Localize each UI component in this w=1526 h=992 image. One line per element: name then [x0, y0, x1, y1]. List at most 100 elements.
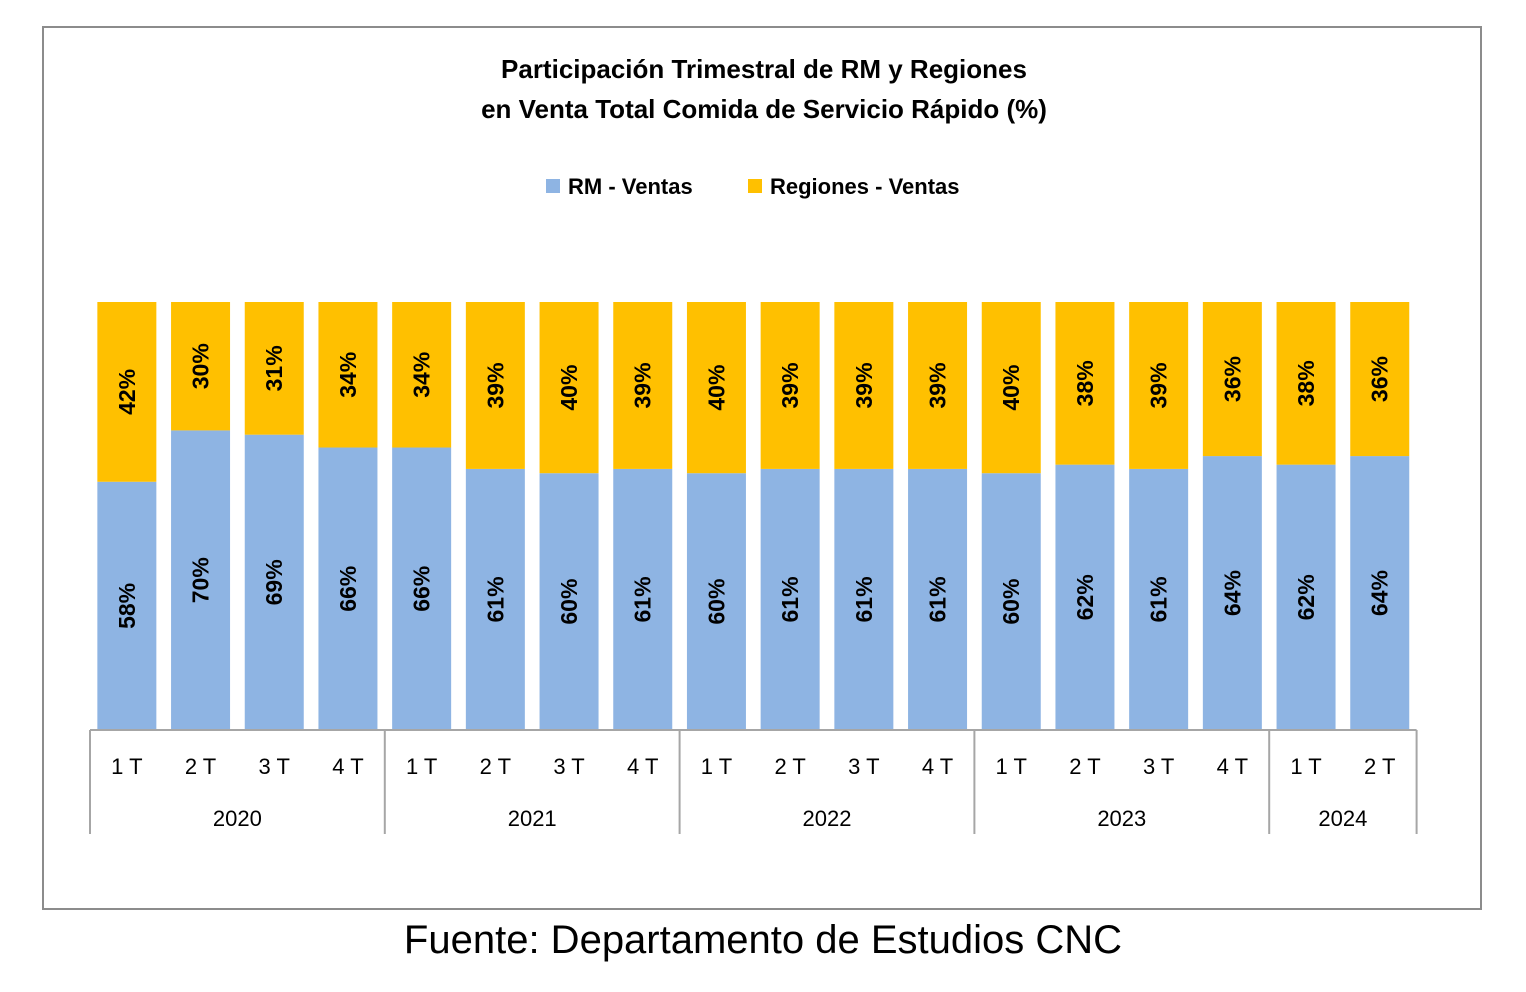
- bar-segment: [981, 302, 1041, 474]
- bar-segment: [834, 302, 894, 469]
- bar-segment: [686, 473, 746, 730]
- data-label: 66%: [335, 566, 361, 612]
- data-label: 61%: [1146, 576, 1172, 622]
- legend-label-1: Regiones - Ventas: [770, 174, 960, 199]
- bar-segment: [1202, 456, 1262, 730]
- bar-segment: [834, 468, 894, 730]
- data-label: 39%: [630, 362, 656, 408]
- bar-segment: [686, 302, 746, 474]
- quarter-tick-label: 4 T: [627, 754, 658, 779]
- quarter-tick-label: 3 T: [259, 754, 290, 779]
- bar-segment: [760, 302, 820, 469]
- data-label: 39%: [777, 362, 803, 408]
- legend-label-0: RM - Ventas: [568, 174, 693, 199]
- bar-segment: [1129, 468, 1189, 730]
- bar-segment: [1055, 464, 1115, 730]
- quarter-tick-label: 2 T: [480, 754, 511, 779]
- bar-segment: [539, 302, 599, 474]
- quarter-tick-label: 2 T: [185, 754, 216, 779]
- bar-segment: [318, 447, 378, 730]
- data-label: 40%: [998, 365, 1024, 411]
- quarter-tick-label: 3 T: [848, 754, 879, 779]
- bar-segment: [981, 473, 1041, 730]
- quarter-tick-label: 1 T: [1290, 754, 1321, 779]
- bar-segment: [908, 302, 968, 469]
- quarter-tick-label: 2 T: [1364, 754, 1395, 779]
- data-label: 58%: [114, 583, 140, 629]
- year-group-label: 2022: [803, 806, 852, 831]
- bar-segment: [97, 302, 157, 482]
- data-label: 40%: [703, 365, 729, 411]
- data-label: 64%: [1367, 570, 1393, 616]
- bar-segment: [613, 468, 673, 730]
- year-group-label: 2021: [508, 806, 557, 831]
- data-label: 36%: [1219, 356, 1245, 402]
- quarter-tick-label: 1 T: [996, 754, 1027, 779]
- chart-frame: Participación Trimestral de RM y Regione…: [42, 26, 1482, 910]
- data-label: 34%: [335, 352, 361, 398]
- bar-segment: [1202, 302, 1262, 457]
- data-label: 40%: [556, 365, 582, 411]
- data-label: 69%: [261, 559, 287, 605]
- data-label: 64%: [1219, 570, 1245, 616]
- bar-segment: [97, 481, 157, 730]
- data-label: 39%: [482, 362, 508, 408]
- bar-segment: [171, 430, 231, 730]
- data-label: 61%: [630, 576, 656, 622]
- quarter-tick-label: 4 T: [332, 754, 363, 779]
- bar-segment: [392, 302, 452, 448]
- quarter-tick-label: 2 T: [774, 754, 805, 779]
- bar-segment: [1276, 464, 1336, 730]
- chart-subtitle: en Venta Total Comida de Servicio Rápido…: [481, 94, 1047, 124]
- quarter-tick-label: 4 T: [922, 754, 953, 779]
- data-label: 30%: [188, 343, 214, 389]
- source-note: Fuente: Departamento de Estudios CNC: [403, 918, 1123, 962]
- bar-segment: [760, 468, 820, 730]
- data-label: 36%: [1367, 356, 1393, 402]
- data-label: 66%: [409, 566, 435, 612]
- data-label: 62%: [1072, 574, 1098, 620]
- quarter-tick-label: 3 T: [553, 754, 584, 779]
- bar-segment: [1129, 302, 1189, 469]
- legend-swatch-1: [748, 179, 762, 193]
- data-label: 60%: [998, 579, 1024, 625]
- data-label: 42%: [114, 369, 140, 415]
- chart-title: Participación Trimestral de RM y Regione…: [501, 54, 1027, 84]
- quarter-tick-label: 1 T: [406, 754, 437, 779]
- bar-segment: [1055, 302, 1115, 465]
- data-label: 39%: [851, 362, 877, 408]
- legend-swatch-0: [546, 179, 560, 193]
- bar-segment: [539, 473, 599, 730]
- data-label: 34%: [409, 352, 435, 398]
- bar-segment: [465, 468, 525, 730]
- category-axis: 1 T 2 T 3 T 4 T 1 T 2 T 3 T 4 T 1 T 2 T 3 T 4 T 1 T 2…: [89, 729, 1418, 834]
- data-label: 39%: [925, 362, 951, 408]
- data-label: 38%: [1293, 360, 1319, 406]
- bar-segment: [244, 434, 304, 730]
- year-group-label: 2020: [213, 806, 262, 831]
- bar-segment: [318, 302, 378, 448]
- data-label: 38%: [1072, 360, 1098, 406]
- bar-segment: [171, 302, 231, 431]
- bar-segment: [1350, 456, 1410, 730]
- year-group-label: 2023: [1097, 806, 1146, 831]
- data-label: 60%: [703, 579, 729, 625]
- quarter-tick-label: 2 T: [1069, 754, 1100, 779]
- data-label: 60%: [556, 579, 582, 625]
- data-label: 61%: [851, 576, 877, 622]
- year-group-label: 2024: [1318, 806, 1367, 831]
- quarter-tick-label: 1 T: [111, 754, 142, 779]
- bar-segment: [392, 447, 452, 730]
- data-label: 61%: [925, 576, 951, 622]
- bar-segment: [613, 302, 673, 469]
- bar-segment: [1350, 302, 1410, 457]
- bars-layer: 58% 42% 70% 30% 69% 31% 66% 34% 66% 34% 61% 39% 60% 4…: [97, 302, 1410, 730]
- data-label: 39%: [1146, 362, 1172, 408]
- quarter-tick-label: 1 T: [701, 754, 732, 779]
- stacked-bar-chart: Participación Trimestral de RM y Regione…: [89, 54, 1418, 834]
- bar-segment: [244, 302, 304, 435]
- quarter-tick-label: 4 T: [1217, 754, 1248, 779]
- data-label: 70%: [188, 557, 214, 603]
- data-label: 61%: [482, 576, 508, 622]
- bar-segment: [908, 468, 968, 730]
